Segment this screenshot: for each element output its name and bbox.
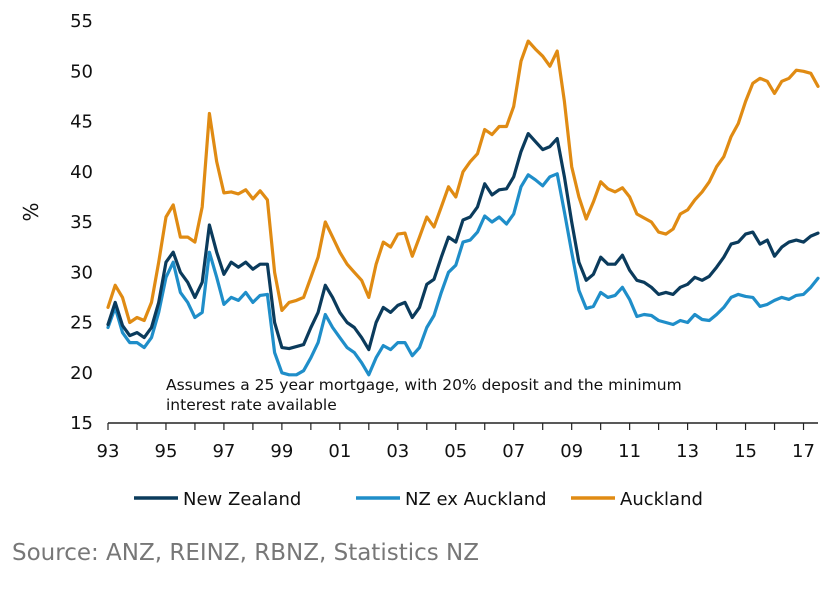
annotation-line-2: interest rate available: [166, 396, 337, 414]
series-line-nz-ex-auckland: [106, 172, 820, 377]
x-tick-label: 15: [734, 441, 757, 462]
y-tick-label: 25: [70, 313, 93, 334]
source-note: Source: ANZ, REINZ, RBNZ, Statistics NZ: [12, 540, 480, 566]
y-axis-title: %: [19, 202, 43, 221]
y-tick-label: 30: [70, 262, 93, 283]
y-tick-label: 20: [70, 363, 93, 384]
y-tick-label: 35: [70, 212, 93, 233]
x-tick-label: 17: [792, 441, 815, 462]
x-tick-label: 13: [676, 441, 699, 462]
series-layer: [106, 39, 820, 377]
y-tick-label: 40: [70, 162, 93, 183]
x-tick-label: 01: [328, 441, 351, 462]
x-tick-label: 09: [560, 441, 583, 462]
series-line-auckland: [106, 39, 820, 325]
legend: New Zealand NZ ex Auckland Auckland: [134, 489, 703, 510]
x-tick-label: 11: [618, 441, 641, 462]
chart-annotation: Assumes a 25 year mortgage, with 20% dep…: [166, 376, 682, 414]
y-tick-label: 45: [70, 112, 93, 133]
legend-label: Auckland: [620, 489, 703, 510]
x-tick-label: 93: [97, 441, 120, 462]
x-tick-label: 97: [212, 441, 235, 462]
x-tick-label: 95: [155, 441, 178, 462]
y-tick-label: 55: [70, 11, 93, 32]
x-tick-label: 07: [502, 441, 525, 462]
series-line-new-zealand: [106, 132, 820, 352]
y-axis: 15 20 25 30 35 40 45 50 55: [70, 11, 93, 434]
x-tick-label: 03: [386, 441, 409, 462]
legend-label: NZ ex Auckland: [405, 489, 547, 510]
x-tick-label: 05: [444, 441, 467, 462]
legend-label: New Zealand: [183, 489, 301, 510]
line-chart: % 15 20 25 30 35 40 45 50 55 93 95 97 99 01 03 05 07 09 1…: [19, 11, 820, 510]
annotation-line-1: Assumes a 25 year mortgage, with 20% dep…: [166, 376, 682, 394]
x-axis: 93 95 97 99 01 03 05 07 09 11 13 15 17: [97, 422, 818, 462]
y-tick-label: 50: [70, 61, 93, 82]
x-tick-label: 99: [270, 441, 293, 462]
y-tick-label: 15: [70, 413, 93, 434]
